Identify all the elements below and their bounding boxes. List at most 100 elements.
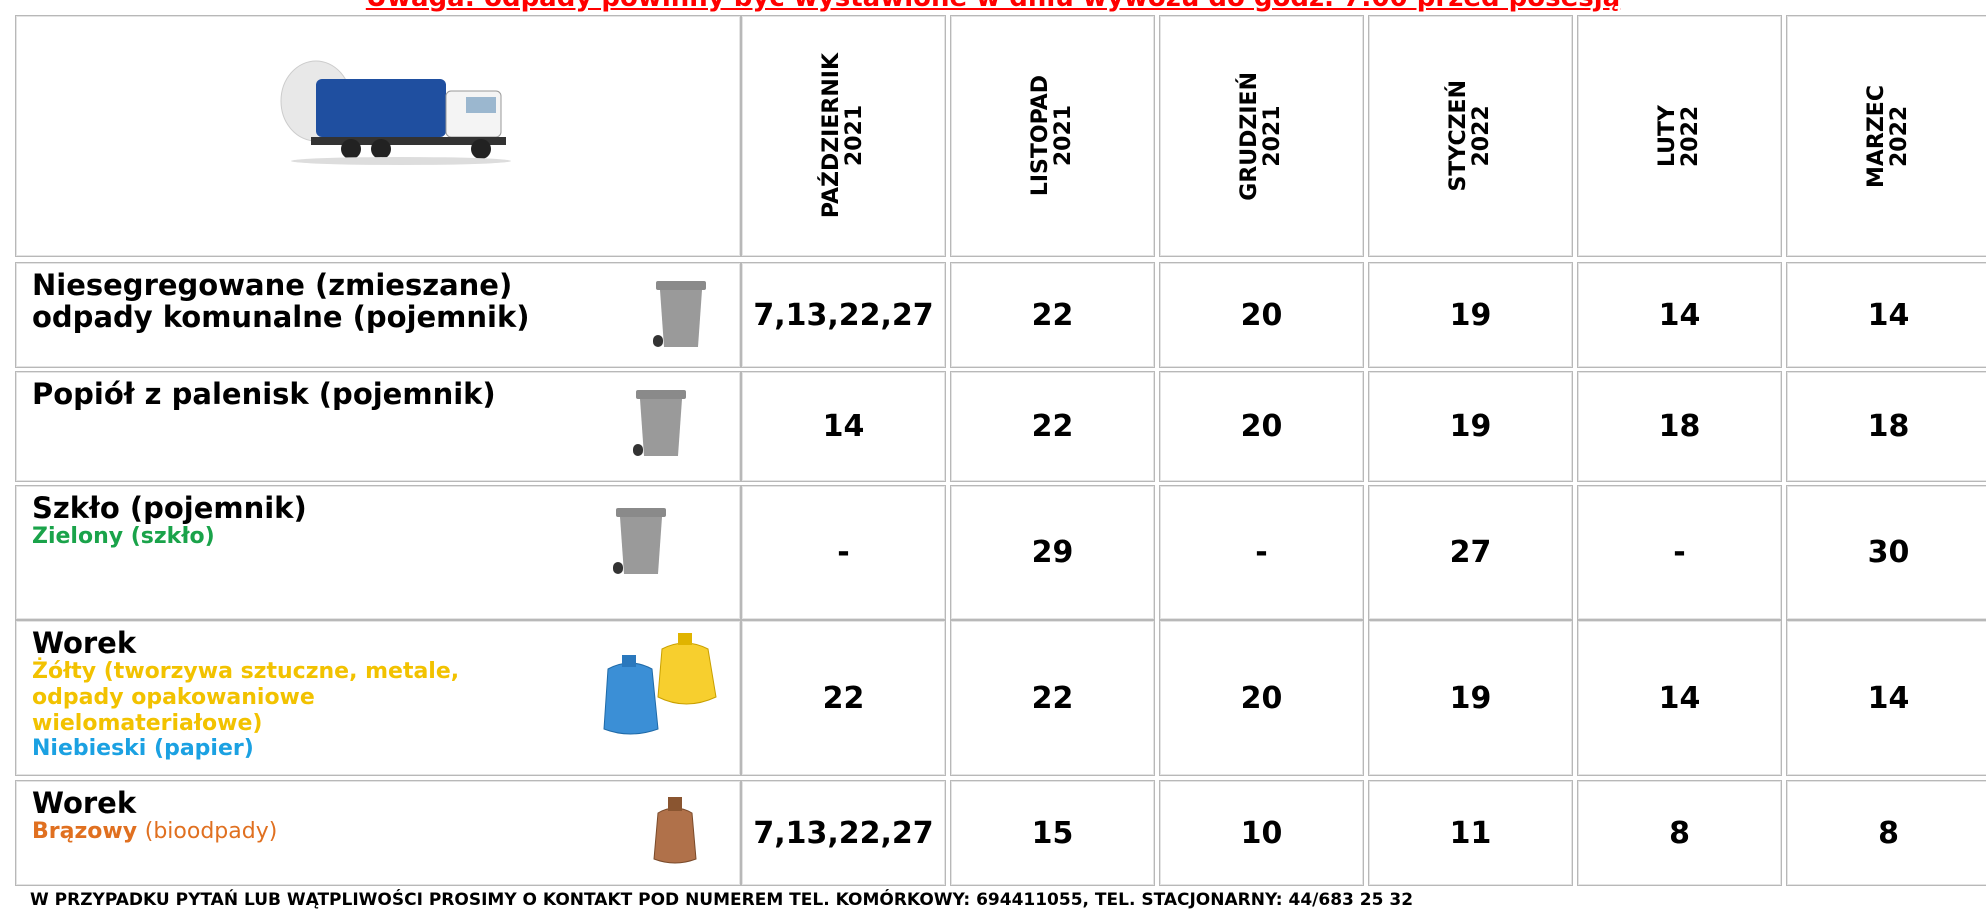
date-cell: - — [1159, 485, 1364, 620]
date-value: 22 — [951, 263, 1154, 367]
date-value: 19 — [1369, 372, 1572, 481]
date-value: 8 — [1787, 781, 1986, 885]
waste-icon-graphic — [630, 386, 690, 464]
date-value: 7,13,22,27 — [742, 781, 945, 885]
date-value: - — [742, 486, 945, 619]
row-label-cell: Niesegregowane (zmieszane) odpady komuna… — [15, 262, 741, 368]
date-value: 11 — [1369, 781, 1572, 885]
row-note: odpady opakowaniowe — [32, 685, 572, 711]
date-value: 19 — [1369, 621, 1572, 775]
row-label: Szkło (pojemnik)Zielony (szkło) — [32, 492, 572, 550]
waste-icon-graphic — [650, 795, 700, 867]
date-value: 14 — [1578, 621, 1781, 775]
waste-icon — [650, 277, 710, 359]
date-cell: 20 — [1159, 262, 1364, 368]
date-cell: - — [1577, 485, 1782, 620]
row-note: Zielony (szkło) — [32, 524, 572, 550]
date-value: 19 — [1369, 263, 1572, 367]
note-segment: Zielony (szkło) — [32, 524, 215, 549]
month-name: LISTOPAD — [1029, 75, 1052, 196]
row-note: Żółty (tworzywa sztuczne, metale, — [32, 659, 572, 685]
date-value: 14 — [1787, 263, 1986, 367]
date-cell: 14 — [741, 371, 946, 482]
month-year: 2022 — [1889, 85, 1912, 188]
date-cell: 19 — [1368, 620, 1573, 776]
date-value: 20 — [1160, 372, 1363, 481]
row-note: Niebieski (papier) — [32, 736, 572, 762]
note-segment: odpady opakowaniowe — [32, 685, 315, 710]
contact-footer: W PRZYPADKU PYTAŃ LUB WĄTPLIWOŚCI PROSIM… — [30, 890, 1413, 910]
date-value: - — [1578, 486, 1781, 619]
date-cell: 18 — [1786, 371, 1986, 482]
date-value: 29 — [951, 486, 1154, 619]
date-cell: 14 — [1786, 262, 1986, 368]
row-note: Brązowy (bioodpady) — [32, 819, 572, 845]
row-title: Worek — [32, 627, 572, 659]
waste-icon — [600, 629, 720, 743]
note-segment: Żółty (tworzywa sztuczne, metale, — [32, 659, 459, 684]
date-cell: 14 — [1577, 262, 1782, 368]
date-cell: 19 — [1368, 262, 1573, 368]
row-label: Niesegregowane (zmieszane) odpady komuna… — [32, 269, 572, 334]
month-year: 2022 — [1680, 105, 1703, 167]
row-title: Worek — [32, 787, 572, 819]
row-title: Szkło (pojemnik) — [32, 492, 572, 524]
date-cell: 14 — [1786, 620, 1986, 776]
date-value: 8 — [1578, 781, 1781, 885]
date-cell: 11 — [1368, 780, 1573, 886]
date-value: 22 — [951, 372, 1154, 481]
date-cell: 10 — [1159, 780, 1364, 886]
date-cell: 22 — [950, 371, 1155, 482]
row-title: Niesegregowane (zmieszane) odpady komuna… — [32, 269, 572, 334]
note-segment: wielomateriałowe) — [32, 711, 262, 736]
waste-icon — [650, 795, 700, 871]
row-label-cell: Popiół z palenisk (pojemnik) — [15, 371, 741, 482]
date-cell: 27 — [1368, 485, 1573, 620]
date-cell: 29 — [950, 485, 1155, 620]
date-value: 10 — [1160, 781, 1363, 885]
note-segment: Niebieski (papier) — [32, 736, 254, 761]
date-value: 14 — [742, 372, 945, 481]
header-corner — [15, 15, 741, 257]
row-title: Popiół z palenisk (pojemnik) — [32, 378, 572, 410]
date-value: 30 — [1787, 486, 1986, 619]
month-name: MARZEC — [1865, 85, 1888, 188]
date-value: 20 — [1160, 621, 1363, 775]
date-value: 18 — [1787, 372, 1986, 481]
date-cell: 8 — [1577, 780, 1782, 886]
date-cell: 15 — [950, 780, 1155, 886]
month-year: 2021 — [844, 53, 867, 218]
date-cell: 18 — [1577, 371, 1782, 482]
waste-icon — [610, 504, 670, 586]
date-value: 7,13,22,27 — [742, 263, 945, 367]
date-cell: - — [741, 485, 946, 620]
date-value: 18 — [1578, 372, 1781, 481]
date-value: 14 — [1787, 621, 1986, 775]
date-value: 14 — [1578, 263, 1781, 367]
date-cell: 19 — [1368, 371, 1573, 482]
date-cell: 14 — [1577, 620, 1782, 776]
date-cell: 8 — [1786, 780, 1986, 886]
date-value: - — [1160, 486, 1363, 619]
month-year: 2021 — [1053, 75, 1076, 196]
truck-icon — [271, 51, 521, 166]
date-cell: 20 — [1159, 371, 1364, 482]
date-cell: 7,13,22,27 — [741, 262, 946, 368]
waste-icon-graphic — [610, 504, 670, 582]
